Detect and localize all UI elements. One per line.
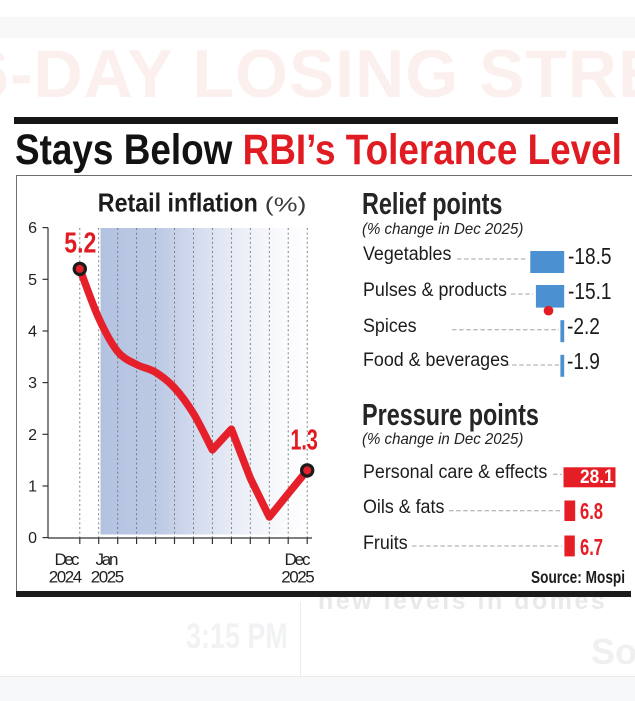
svg-text:3: 3 bbox=[28, 375, 37, 392]
svg-text:2: 2 bbox=[28, 427, 37, 444]
svg-text:Dec: Dec bbox=[55, 550, 81, 569]
svg-text:2024: 2024 bbox=[49, 568, 83, 587]
svg-text:Jan: Jan bbox=[96, 550, 119, 569]
svg-text:2025: 2025 bbox=[281, 568, 315, 587]
svg-text:5: 5 bbox=[28, 272, 37, 289]
svg-text:2025: 2025 bbox=[91, 568, 125, 587]
svg-text:4: 4 bbox=[28, 324, 37, 341]
svg-text:1: 1 bbox=[28, 479, 37, 496]
svg-text:0: 0 bbox=[28, 530, 37, 547]
svg-text:1.3: 1.3 bbox=[291, 424, 318, 456]
svg-text:Retail inflation: Retail inflation bbox=[98, 187, 258, 217]
svg-text:Dec: Dec bbox=[285, 550, 312, 569]
svg-text:5.2: 5.2 bbox=[64, 228, 96, 260]
svg-text:(%): (%) bbox=[265, 194, 307, 216]
svg-text:6: 6 bbox=[28, 220, 37, 237]
